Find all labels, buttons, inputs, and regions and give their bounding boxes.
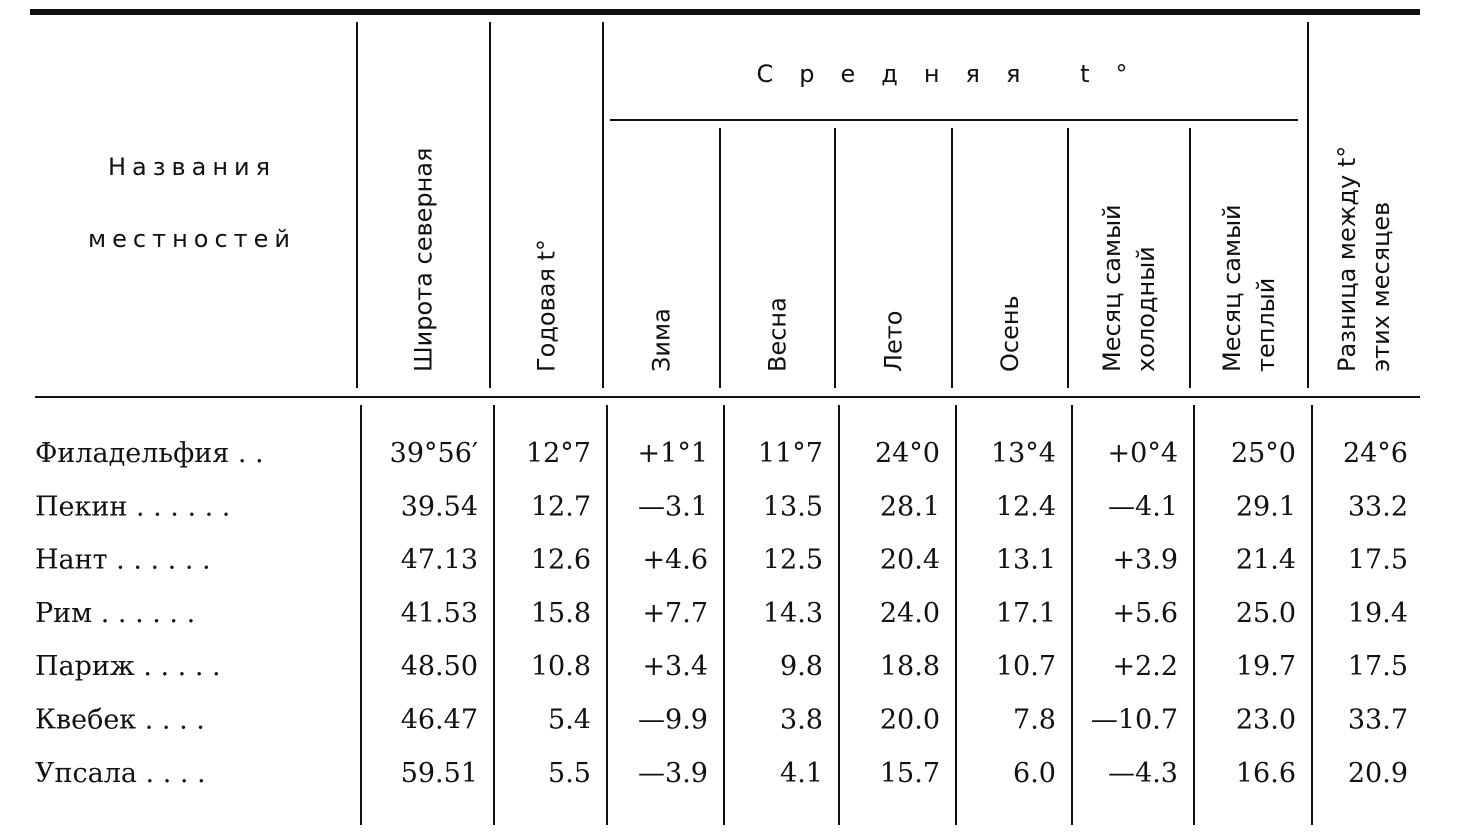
cell: 12.4 xyxy=(996,491,1056,522)
cell: 9.8 xyxy=(780,651,823,682)
cell: 19.4 xyxy=(1348,598,1408,629)
cell: 7.8 xyxy=(1013,705,1056,736)
names-header: Названия xyxy=(108,153,276,181)
cell: 20.4 xyxy=(880,545,940,576)
row-name: Париж . . . . . xyxy=(35,651,221,682)
cell: 11°7 xyxy=(758,438,823,469)
cell: 10.7 xyxy=(996,651,1056,682)
cell: 24.0 xyxy=(880,598,940,629)
cell: 29.1 xyxy=(1236,491,1296,522)
cell: 12.5 xyxy=(763,545,823,576)
cell: +2.2 xyxy=(1112,651,1178,682)
cell: —9.9 xyxy=(638,705,708,736)
cell: 39°56′ xyxy=(390,438,478,469)
cell: 48.50 xyxy=(401,651,478,682)
column-header: Месяц самый xyxy=(1098,204,1126,372)
cell: 41.53 xyxy=(401,598,478,629)
row-name: Филадельфия . . xyxy=(35,438,264,469)
cell: 20.0 xyxy=(880,705,940,736)
column-header: Весна xyxy=(764,297,792,372)
row-name: Рим . . . . . . xyxy=(35,598,195,629)
cell: 6.0 xyxy=(1013,758,1056,789)
column-header: Зима xyxy=(648,308,676,372)
cell: 3.8 xyxy=(780,705,823,736)
cell: 10.8 xyxy=(531,651,591,682)
cell: 33.7 xyxy=(1348,705,1408,736)
group-header: Средняя t° xyxy=(757,60,1154,88)
cell: 13°4 xyxy=(991,438,1056,469)
cell: 24°6 xyxy=(1343,438,1408,469)
cell: 23.0 xyxy=(1236,705,1296,736)
row-name: Квебек . . . . xyxy=(35,705,205,736)
cell: 21.4 xyxy=(1236,545,1296,576)
cell: +7.7 xyxy=(642,598,708,629)
cell: 17.1 xyxy=(996,598,1056,629)
cell: 15.7 xyxy=(880,758,940,789)
cell: +0°4 xyxy=(1108,438,1178,469)
cell: 16.6 xyxy=(1236,758,1296,789)
column-header: Осень xyxy=(996,295,1024,372)
cell: —4.3 xyxy=(1108,758,1178,789)
cell: —10.7 xyxy=(1091,705,1178,736)
names-header: местностей xyxy=(88,225,296,253)
cell: 39.54 xyxy=(401,491,478,522)
cell: 33.2 xyxy=(1348,491,1408,522)
cell: —3.1 xyxy=(638,491,708,522)
cell: +3.9 xyxy=(1112,545,1178,576)
column-header: Лето xyxy=(880,311,908,372)
column-header: Годовая t° xyxy=(533,239,561,372)
cell: 12°7 xyxy=(526,438,591,469)
cell: 25°0 xyxy=(1231,438,1296,469)
cell: —4.1 xyxy=(1108,491,1178,522)
column-header: холодный xyxy=(1132,246,1160,372)
cell: 12.6 xyxy=(531,545,591,576)
column-header: Широта северная xyxy=(410,148,438,372)
cell: +4.6 xyxy=(642,545,708,576)
cell: 15.8 xyxy=(531,598,591,629)
cell: 19.7 xyxy=(1236,651,1296,682)
cell: 5.4 xyxy=(548,705,591,736)
row-name: Пекин . . . . . . xyxy=(35,491,230,522)
cell: 25.0 xyxy=(1236,598,1296,629)
cell: 17.5 xyxy=(1348,545,1408,576)
cell: 28.1 xyxy=(880,491,940,522)
cell: 46.47 xyxy=(401,705,478,736)
cell: +1°1 xyxy=(638,438,708,469)
cell: 18.8 xyxy=(880,651,940,682)
cell: +5.6 xyxy=(1112,598,1178,629)
cell: 20.9 xyxy=(1348,758,1408,789)
row-name: Нант . . . . . . xyxy=(35,545,211,576)
cell: 59.51 xyxy=(401,758,478,789)
cell: 47.13 xyxy=(401,545,478,576)
cell: 13.5 xyxy=(763,491,823,522)
cell: 13.1 xyxy=(996,545,1056,576)
column-header: Разница между t° xyxy=(1333,146,1361,372)
cell: 14.3 xyxy=(763,598,823,629)
cell: —3.9 xyxy=(638,758,708,789)
column-header: Месяц самый xyxy=(1218,204,1246,372)
cell: +3.4 xyxy=(642,651,708,682)
cell: 17.5 xyxy=(1348,651,1408,682)
cell: 12.7 xyxy=(531,491,591,522)
cell: 24°0 xyxy=(875,438,940,469)
cell: 5.5 xyxy=(548,758,591,789)
column-header: теплый xyxy=(1252,278,1280,372)
column-header: этих месяцев xyxy=(1367,202,1395,372)
row-name: Упсала . . . . xyxy=(35,758,206,789)
cell: 4.1 xyxy=(780,758,823,789)
